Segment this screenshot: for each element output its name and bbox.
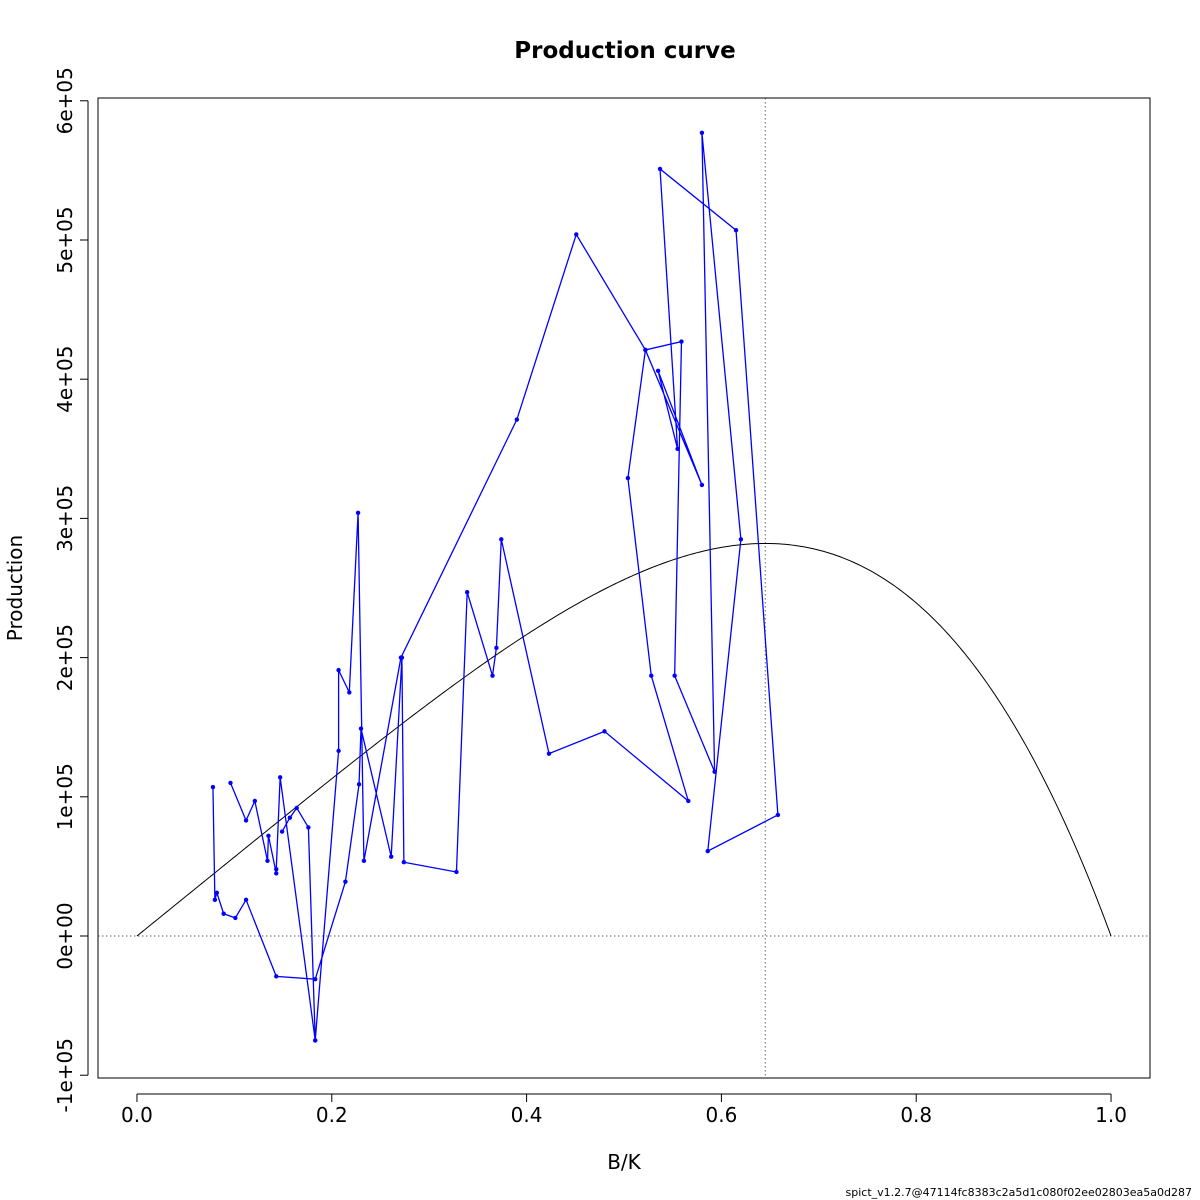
observed-production-point <box>675 446 680 451</box>
y-tick-label: 1e+05 <box>53 763 77 830</box>
observed-production-point <box>546 751 552 756</box>
version-footer: spict_v1.2.7@47114fc8383c2a5d1c080f02ee0… <box>846 1186 1192 1199</box>
observed-production-point <box>274 866 279 872</box>
observed-production-point <box>705 848 710 854</box>
y-tick-label: 0e+00 <box>53 902 77 969</box>
x-tick-label: 0.0 <box>121 1103 153 1127</box>
observed-production-point <box>643 347 648 353</box>
production-curve-line <box>136 542 1112 937</box>
observed-production-point <box>243 897 249 903</box>
observed-production-point <box>625 475 631 481</box>
plot-frame <box>97 97 1151 1079</box>
observed-production-point <box>602 729 607 734</box>
observed-production-point <box>356 782 362 787</box>
observed-production-point <box>775 812 781 818</box>
observed-production-point <box>490 673 495 678</box>
observed-production-point <box>313 1038 318 1043</box>
x-tick-label: 1.0 <box>1095 1103 1127 1127</box>
plot-content <box>98 98 1150 1078</box>
observed-production-point <box>277 775 283 780</box>
observed-production-point <box>210 784 216 790</box>
x-tick-label: 0.8 <box>900 1103 932 1127</box>
observed-production-point <box>657 166 663 172</box>
observed-production-point <box>454 869 459 875</box>
observed-production-point <box>686 798 691 804</box>
axes: 0.0 0.2 0.4 0.6 0.8 1.0 -1e+05 0e+00 1e+05 2e+05 3… <box>53 67 1127 1127</box>
observed-production-point <box>343 879 348 884</box>
observed-production-point <box>214 890 220 896</box>
observed-production-point <box>738 537 744 542</box>
y-tick-label: -1e+05 <box>53 1038 77 1112</box>
observed-production-point <box>274 974 279 979</box>
observed-production-point <box>649 673 654 678</box>
observed-production-point <box>294 805 299 811</box>
y-axis-label: Production <box>3 535 27 641</box>
y-tick-label: 3e+05 <box>53 485 77 552</box>
observed-production-point <box>679 339 684 344</box>
y-tick-label: 2e+05 <box>53 624 77 691</box>
observed-production-point <box>733 228 739 233</box>
plot-area <box>98 98 1150 1078</box>
observed-production-point <box>287 815 293 820</box>
observed-production-point <box>266 833 271 838</box>
y-tick-label: 4e+05 <box>53 346 77 413</box>
observed-production-point <box>243 818 249 823</box>
observed-production-point <box>279 829 285 834</box>
x-axis-label: B/K <box>607 1150 641 1174</box>
observed-production-line-1 <box>212 132 779 1041</box>
observed-production-point <box>228 780 233 786</box>
x-tick-label: 0.6 <box>706 1103 738 1127</box>
observed-production-point <box>265 858 270 864</box>
observed-production-point <box>655 368 661 374</box>
observed-production-point <box>358 726 364 731</box>
y-tick-label: 6e+05 <box>53 67 77 134</box>
observed-production-point <box>699 482 705 488</box>
observed-production-point <box>313 976 318 982</box>
x-tick-label: 0.4 <box>511 1103 543 1127</box>
observed-production-point <box>389 854 394 859</box>
observed-production-point <box>252 798 258 804</box>
observed-production-point <box>401 860 407 865</box>
observed-production-point <box>336 748 341 754</box>
y-tick-label: 5e+05 <box>53 206 77 273</box>
observed-production-point <box>233 915 238 921</box>
observed-production-point <box>464 589 470 595</box>
observed-production-point <box>347 690 352 695</box>
observed-production-point <box>672 673 677 678</box>
observed-production-point <box>221 911 226 916</box>
observed-production-point <box>398 655 404 660</box>
observed-production-point <box>361 858 367 864</box>
observed-production-point <box>274 871 279 876</box>
chart-title: Production curve <box>514 38 735 64</box>
observed-production-point <box>514 417 520 422</box>
observed-production-point <box>699 130 705 135</box>
observed-production-point <box>574 232 579 237</box>
observed-production-point <box>355 510 361 516</box>
observed-production-point <box>494 645 499 651</box>
observed-production-point <box>336 667 341 673</box>
x-tick-label: 0.2 <box>316 1103 348 1127</box>
observed-production-point <box>499 537 504 542</box>
observed-production-point <box>212 897 218 903</box>
observed-production-point <box>712 769 717 774</box>
observed-production-point <box>306 825 311 830</box>
